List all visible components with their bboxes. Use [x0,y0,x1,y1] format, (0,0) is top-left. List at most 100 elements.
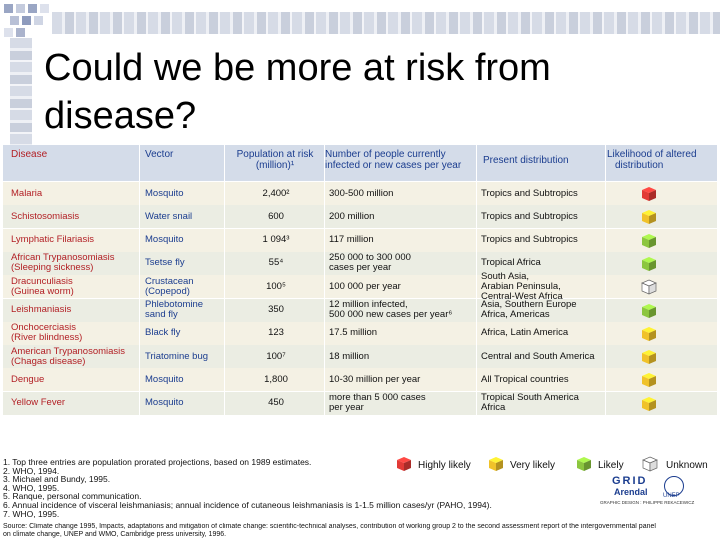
disease-cell-line: (Guinea worm) [11,285,74,297]
disease-cell-line: Malaria [11,187,43,199]
distribution-cell-line: All Tropical countries [481,373,569,385]
disease-cell: Onchocerciasis (River blindness) [11,323,139,343]
disease-cell-line: Lymphatic Filariasis [11,234,95,246]
population-cell: 450 [235,398,317,408]
cases-cell: 10-30 million per year [329,374,477,385]
cube-face [584,460,591,471]
deco-square [10,16,19,25]
source-line: on climate change, UNEP and WMO, Cambrid… [3,531,227,538]
cases-cell-line: more than 5 000 cases [329,392,426,404]
distribution-cell-line: Tropical South America [481,392,579,404]
population-cell-line: 1 094³ [262,234,290,246]
unep-emblem-icon [664,476,684,496]
footnote-line: 4. WHO, 1995. [3,482,60,493]
population-cell: 2,400² [235,187,317,199]
disease-cell: Yellow Fever [11,398,139,408]
cube-face [496,460,503,471]
distribution-cell-line: Arabian Peninsula, [481,280,561,292]
disease-cell-line: American Trypanosomiasis [11,345,126,357]
disease-cell-line: (River blindness) [11,332,83,344]
footnote-line: 1. Top three entries are population pror… [3,457,312,467]
population-cell-line: 2,400² [262,187,290,199]
cases-cell-line: 100 000 per year [329,280,401,292]
table-row [3,275,717,299]
distribution-cell-line: Central-West Africa [481,290,563,302]
deco-square [34,16,43,25]
table-header [3,145,717,181]
distribution-cell-line: Central and South America [481,350,595,362]
header-number-line: Number of people currently [325,149,446,160]
disease-cell-line: Dengue [11,373,45,385]
cases-cell-line: 17.5 million [329,327,378,339]
footnote-line: 2. WHO, 1994. [3,465,60,476]
header-likelihood-line: Likelihood of altered [607,149,697,160]
table-row [3,345,717,369]
deco-square [4,28,13,37]
header-population: Population at risk (million)¹ [227,149,323,171]
population-cell-line: 450 [268,397,284,409]
cube-face [649,399,656,411]
cases-cell-line: 117 million [329,234,374,246]
cube-face [642,259,649,271]
population-cell: 123 [235,328,317,338]
logo-credit: GRAPHIC DESIGN : PHILIPPE REKACEWICZ [600,500,695,505]
cube-face [642,236,649,248]
cases-cell: 17.5 million [329,328,477,338]
likelihood-cube-icon [642,210,656,225]
deco-square [4,4,13,13]
distribution-cell: Tropics and Subtropics [481,211,607,222]
cube-face [642,329,649,341]
distribution-cell-line: Tropical Africa [481,257,541,269]
disease-cell: Dracunculiasis (Guinea worm) [11,275,139,297]
table-row [3,228,717,252]
vector-cell-line: sand fly [145,309,178,320]
distribution-cell-line: Tropics and Subtropics [481,187,578,199]
disease-cell-line: (Chagas disease) [11,355,86,367]
population-cell-line: 55⁴ [268,257,284,269]
cases-cell-line: per year [329,402,364,414]
cube-face [642,353,649,365]
vector-cell-line: Mosquito [145,373,184,385]
source-line: Source: Climate change 1995, Impacts, ad… [3,523,656,530]
disease-risk-table: Disease Vector Population at risk (milli… [3,145,717,458]
footnote-line: 7. WHO, 1995. [3,508,60,519]
cube-face [397,460,404,471]
column-divider [324,145,325,458]
cases-cell: 250 000 to 300 000 cases per year [329,253,477,273]
cube-face [642,376,649,388]
cube-face [642,306,649,318]
population-cell-line: 1,800 [264,373,288,385]
disease-cell: Leishmaniasis [11,305,139,315]
legend-highly-cube [397,457,411,471]
likelihood-cube-icon [642,350,656,365]
disease-cell-line: (Sleeping sickness) [11,262,94,274]
disease-cell: African Trypanosomiasis (Sleeping sicknes… [11,253,139,273]
disease-cell-line: Dracunculiasis [11,275,73,287]
logo-grid: GRID [612,475,648,487]
vector-cell-line: (Copepod) [145,285,190,297]
cases-cell: 100 000 per year [329,280,477,292]
vector-cell-line: Phlebotomine [145,299,204,310]
cube-face [642,399,649,411]
disease-cell: Schistosomiasis [11,211,139,222]
cube-face [649,259,656,271]
distribution-cell-line: Tropics and Subtropics [481,234,578,246]
vector-cell: Water snail [145,211,231,222]
vector-cell-line: Mosquito [145,187,184,199]
cases-cell-line: cases per year [329,262,392,274]
likelihood-cube-icon [642,303,656,318]
cases-cell-line: 500 000 new cases per year⁶ [329,309,453,320]
population-cell-line: 100⁵ [266,280,286,292]
disease-cell-line: Yellow Fever [11,397,66,409]
vector-cell: Mosquito [145,398,231,408]
distribution-cell-line: South Asia, [481,270,530,282]
likelihood-cube-icon [642,187,656,201]
likelihood-cube-icon [642,396,656,411]
disease-cell: Malaria [11,187,139,199]
legend-likely-label: Likely [598,460,624,471]
population-cell: 100⁵ [235,280,317,292]
cases-cell-line: 18 million [329,350,370,362]
table-row [3,251,717,275]
header-population-line: (million)¹ [255,160,295,171]
logo-arendal: Arendal [614,487,648,497]
